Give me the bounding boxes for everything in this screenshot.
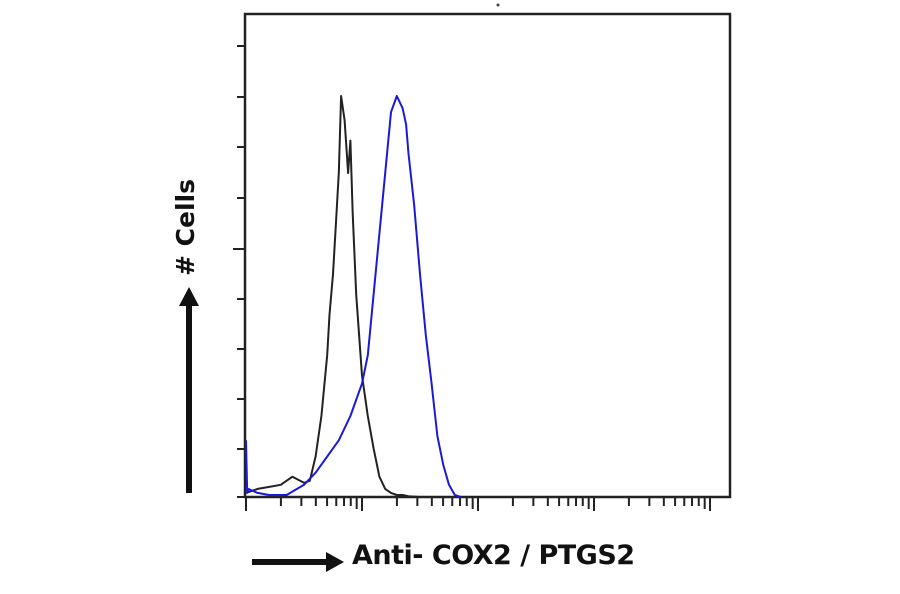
y-axis-label: # Cells	[171, 179, 200, 276]
x-axis-label: Anti- COX2 / PTGS2	[352, 540, 635, 571]
stray-dot	[496, 3, 500, 7]
y-axis-arrow-icon	[179, 287, 199, 493]
histogram-series	[245, 95, 461, 498]
y-axis-ticks	[233, 45, 245, 498]
plot-frame	[243, 12, 732, 499]
x-axis-ticks	[245, 497, 711, 511]
control-histogram-line	[245, 95, 421, 498]
stained-histogram-line	[245, 95, 461, 498]
x-axis-arrow-icon	[252, 552, 344, 572]
